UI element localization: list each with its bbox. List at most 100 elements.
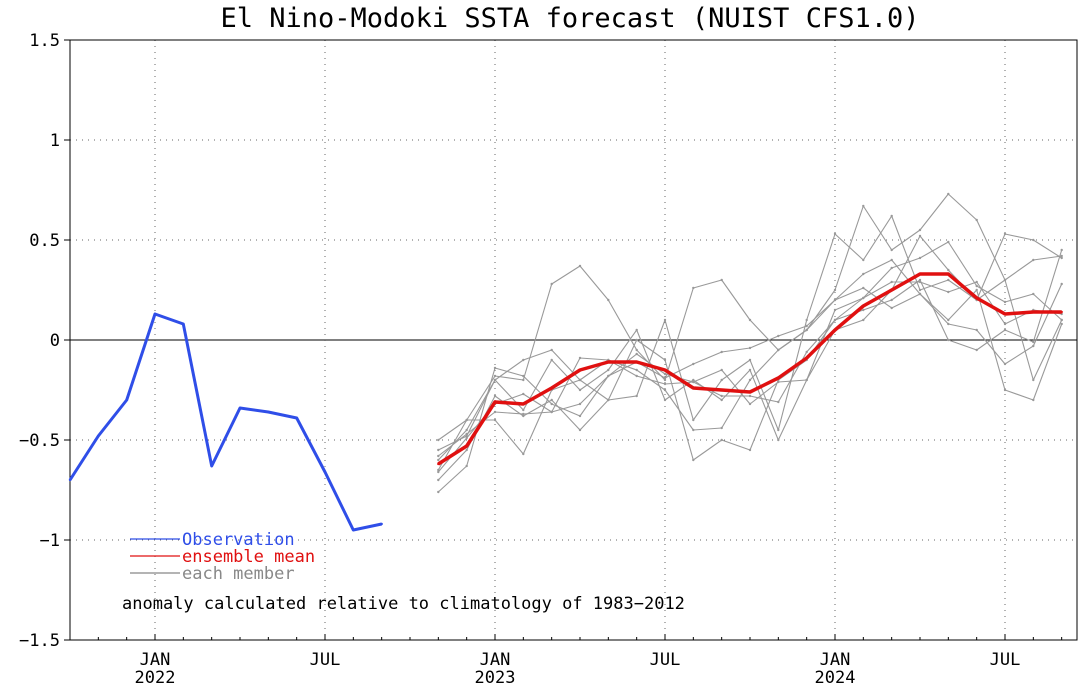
observation-point: [210, 464, 213, 468]
observation-point: [153, 312, 157, 316]
member-point: [748, 394, 752, 398]
member-point: [833, 288, 837, 292]
member-point: [777, 400, 780, 404]
ensemble-mean-point: [947, 272, 950, 276]
member-point: [918, 280, 922, 284]
member-point: [663, 376, 667, 380]
ensemble-mean-point: [890, 288, 893, 292]
x-tick-month-label: JAN: [480, 650, 511, 670]
member-point: [437, 490, 440, 494]
member-point: [522, 452, 525, 456]
observation-point: [125, 398, 128, 402]
ensemble-mean-point: [1060, 310, 1063, 314]
member-point: [493, 374, 497, 378]
member-point: [748, 448, 752, 452]
member-point: [890, 248, 893, 252]
member-point: [635, 328, 638, 332]
ensemble-mean-point: [578, 368, 582, 372]
member-point: [918, 288, 922, 292]
member-point: [578, 428, 582, 432]
member-point: [1060, 248, 1063, 252]
y-tick-label: −1: [40, 531, 60, 551]
member-point: [1003, 388, 1007, 392]
member-point: [1060, 256, 1063, 260]
member-point: [833, 232, 837, 236]
observation-point: [182, 322, 185, 326]
member-point: [918, 234, 922, 238]
member-point: [578, 264, 582, 268]
member-point: [607, 374, 610, 378]
climatology-annotation: anomaly calculated relative to climatolo…: [122, 594, 685, 614]
member-point: [947, 268, 950, 272]
ensemble-mean-point: [550, 386, 553, 390]
y-tick-label: 1: [50, 131, 60, 151]
member-point: [777, 334, 780, 338]
legend: Observation ensemble mean each member: [130, 530, 315, 584]
chart-title: El Nino-Modoki SSTA forecast (NUIST CFS1…: [221, 3, 920, 34]
member-point: [692, 458, 695, 462]
member-point: [663, 398, 667, 402]
ensemble-mean-point: [692, 386, 695, 390]
member-point: [635, 338, 638, 342]
member-point: [748, 368, 752, 372]
member-point: [748, 346, 752, 350]
member-point: [805, 378, 808, 382]
member-point: [1003, 328, 1007, 332]
observation-point: [352, 528, 355, 532]
member-point: [890, 280, 893, 284]
ensemble-mean-point: [663, 368, 667, 372]
member-point: [465, 448, 468, 452]
member-point: [918, 278, 922, 282]
observation-point: [380, 522, 383, 526]
member-point: [1032, 340, 1035, 344]
member-point: [1032, 258, 1035, 262]
x-tick-month-label: JUL: [310, 650, 341, 670]
member-point: [918, 228, 922, 232]
grid-layer: [70, 40, 1077, 640]
member-point: [1003, 300, 1007, 304]
ensemble-mean-point: [720, 388, 723, 392]
member-point: [862, 258, 865, 262]
member-point: [748, 318, 752, 322]
member-point: [947, 318, 950, 322]
member-point: [607, 298, 610, 302]
member-series: [437, 248, 1063, 482]
member-point: [692, 286, 695, 290]
ensemble-mean-point: [748, 390, 752, 394]
member-point: [578, 356, 582, 360]
member-point: [975, 218, 978, 222]
member-point: [975, 280, 978, 284]
member-point: [890, 214, 893, 218]
member-point: [833, 318, 837, 322]
member-point: [550, 358, 553, 362]
member-point: [1060, 318, 1063, 322]
member-point: [663, 372, 667, 376]
member-point: [720, 426, 723, 430]
member-point: [1060, 254, 1063, 258]
member-point: [692, 380, 695, 384]
member-series: [437, 280, 1063, 474]
member-point: [522, 358, 525, 362]
member-point: [493, 394, 497, 398]
member-point: [493, 378, 497, 382]
member-point: [1003, 278, 1007, 282]
member-line: [438, 215, 1062, 451]
member-point: [720, 368, 723, 372]
member-point: [522, 378, 525, 382]
member-point: [805, 318, 808, 322]
observation-line: [68, 312, 383, 532]
member-point: [918, 256, 922, 260]
member-point: [890, 306, 893, 310]
member-point: [465, 464, 468, 468]
ensemble-mean-point: [437, 462, 440, 466]
observation-point: [295, 416, 298, 420]
ensemble-mean-point: [805, 356, 808, 360]
member-point: [437, 448, 440, 452]
member-point: [947, 290, 950, 294]
member-point: [522, 374, 525, 378]
legend-label-observation: Observation: [182, 530, 295, 550]
ensemble-mean-point: [522, 402, 525, 406]
member-point: [465, 436, 468, 440]
member-point: [550, 402, 553, 406]
